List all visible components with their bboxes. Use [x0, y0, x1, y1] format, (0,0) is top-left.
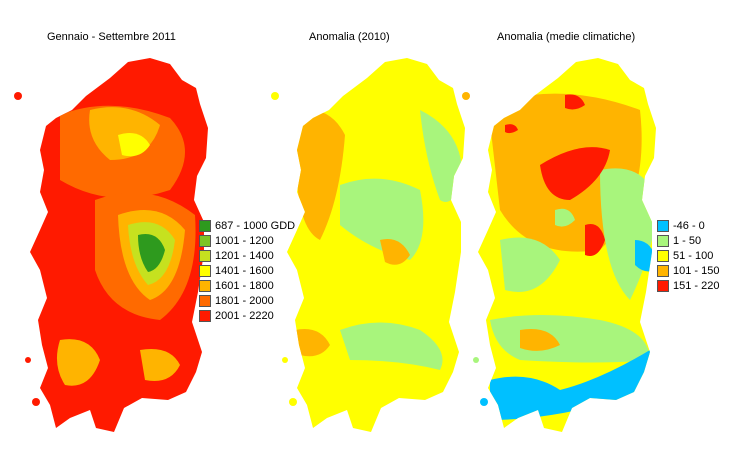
legend-gdd-item: 1601 - 1800	[199, 278, 295, 293]
legend-gdd-swatch	[199, 249, 211, 262]
legend-anomaly-item: 101 - 150	[657, 263, 719, 278]
legend-anomaly-swatch	[657, 279, 669, 292]
zone-center-2010	[340, 178, 424, 260]
legend-gdd: 687 - 1000 GDD 1001 - 1200 1201 - 1400 1401…	[199, 218, 295, 323]
legend-gdd-label: 1601 - 1800	[215, 279, 274, 292]
zone-center-orange-2010	[380, 239, 410, 265]
legend-gdd-item: 1401 - 1600	[199, 263, 295, 278]
zone-south-2010	[340, 322, 443, 370]
map-anomaly-climate	[478, 58, 656, 432]
zone-east-blue	[635, 240, 656, 272]
zone-south	[140, 349, 180, 381]
zone-hot-north	[540, 147, 610, 200]
legend-anomaly-swatch	[657, 219, 669, 232]
zone-southwest-orange	[520, 329, 560, 351]
legend-gdd-swatch	[199, 294, 211, 307]
legend-anomaly-label: 1 - 50	[673, 234, 702, 247]
legend-gdd-label: 1801 - 2000	[215, 294, 274, 307]
legend-gdd-item: 1201 - 1400	[199, 248, 295, 263]
legend-gdd-swatch	[199, 309, 211, 322]
legend-anomaly-swatch	[657, 234, 669, 247]
zone-south-green	[490, 315, 650, 363]
map-anomaly-2010	[287, 58, 465, 432]
legend-anomaly-label: 51 - 100	[673, 249, 714, 262]
map-title-anomaly-climate: Anomalia (medie climatiche)	[497, 31, 636, 43]
map-title-gdd-2011: Gennaio - Settembre 2011	[47, 31, 176, 43]
legend-anomaly-label: -46 - 0	[673, 219, 705, 232]
legend-gdd-item: 1001 - 1200	[199, 233, 295, 248]
zone-hot-northeast	[565, 94, 585, 110]
legend-anomaly-item: 1 - 50	[657, 233, 719, 248]
legend-anomaly-item: 151 - 220	[657, 278, 719, 293]
legend-anomaly-swatch	[657, 249, 669, 262]
legend-gdd-swatch	[199, 234, 211, 247]
legend-gdd-label: 1001 - 1200	[215, 234, 274, 247]
legend-gdd-swatch	[199, 219, 211, 232]
legend-gdd-label: 687 - 1000 GDD	[215, 219, 296, 232]
legend-anomaly-item: 51 - 100	[657, 248, 719, 263]
legend-gdd-label: 1401 - 1600	[215, 264, 274, 277]
legend-gdd-label: 2001 - 2220	[215, 309, 274, 322]
map-title-anomaly-2010: Anomalia (2010)	[309, 31, 390, 43]
zone-west-green	[500, 237, 560, 292]
zone-southwest	[56, 339, 100, 386]
legend-anomaly-label: 151 - 220	[673, 279, 720, 292]
zone-peak	[138, 234, 165, 272]
small-islands	[14, 92, 488, 406]
legend-anomaly-swatch	[657, 264, 669, 277]
zone-hot-center	[585, 224, 605, 256]
legend-gdd-item: 1801 - 2000	[199, 293, 295, 308]
zone-north-hills	[118, 132, 150, 157]
legend-gdd-label: 1201 - 1400	[215, 249, 274, 262]
legend-anomaly-label: 101 - 150	[673, 264, 720, 277]
zone-hot-northwest	[505, 124, 518, 134]
legend-gdd-item: 2001 - 2220	[199, 308, 295, 323]
legend-anomaly-item: -46 - 0	[657, 218, 719, 233]
zone-east-2010	[420, 110, 462, 202]
zone-west-2010	[297, 109, 345, 241]
legend-gdd-swatch	[199, 264, 211, 277]
zone-center-green	[555, 208, 575, 227]
legend-gdd-swatch	[199, 279, 211, 292]
legend-gdd-item: 687 - 1000 GDD	[199, 218, 295, 233]
legend-anomaly: -46 - 0 1 - 50 51 - 100 101 - 150 151 - 220	[657, 218, 719, 293]
zone-southwest-2010	[295, 329, 330, 357]
map-gdd-2011	[30, 58, 208, 432]
